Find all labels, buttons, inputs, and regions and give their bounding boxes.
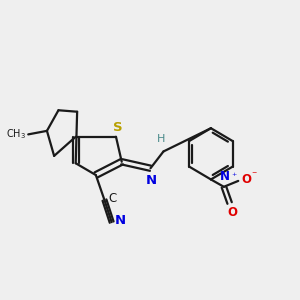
- Text: $^-$: $^-$: [250, 168, 258, 177]
- Text: O: O: [227, 206, 237, 219]
- Text: N: N: [146, 174, 157, 187]
- Text: CH$_3$: CH$_3$: [6, 128, 26, 141]
- Text: O: O: [241, 173, 251, 186]
- Text: N: N: [220, 170, 230, 183]
- Text: S: S: [113, 122, 123, 134]
- Text: N: N: [115, 214, 126, 227]
- Text: $^+$: $^+$: [230, 172, 238, 181]
- Text: H: H: [157, 134, 165, 144]
- Text: C: C: [108, 192, 116, 205]
